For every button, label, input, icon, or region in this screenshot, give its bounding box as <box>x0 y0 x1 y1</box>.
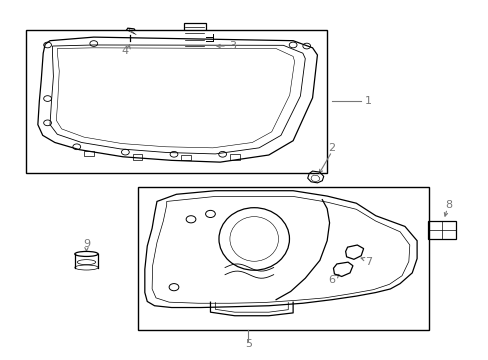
Bar <box>137 187 428 330</box>
Text: 8: 8 <box>444 200 451 210</box>
Text: 7: 7 <box>364 257 371 267</box>
Text: 1: 1 <box>364 96 371 107</box>
Bar <box>26 30 326 173</box>
Text: 3: 3 <box>228 41 235 51</box>
Bar <box>427 221 455 239</box>
Bar <box>181 155 191 160</box>
Bar <box>84 151 94 157</box>
Text: 4: 4 <box>122 46 129 57</box>
Text: 5: 5 <box>244 339 251 349</box>
Bar <box>229 154 239 159</box>
Text: 6: 6 <box>328 275 335 285</box>
Bar <box>132 154 142 159</box>
Text: 9: 9 <box>83 239 90 249</box>
Text: 2: 2 <box>328 143 335 153</box>
